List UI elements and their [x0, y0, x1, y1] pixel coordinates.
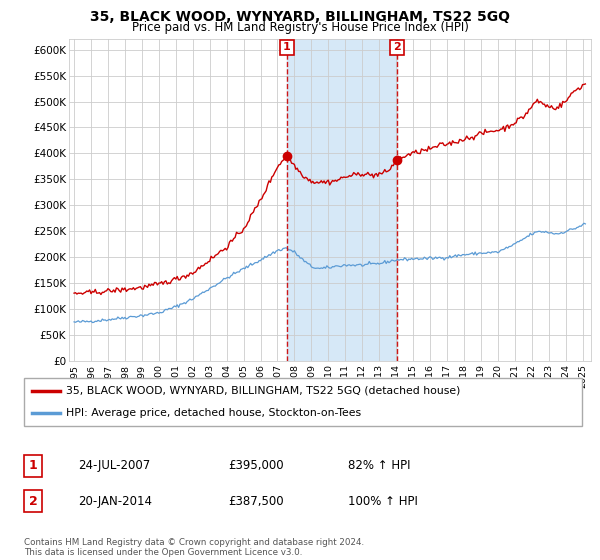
Text: £395,000: £395,000 — [228, 459, 284, 473]
Text: 20-JAN-2014: 20-JAN-2014 — [78, 494, 152, 508]
Text: £387,500: £387,500 — [228, 494, 284, 508]
Text: 1: 1 — [29, 459, 37, 473]
Text: 24-JUL-2007: 24-JUL-2007 — [78, 459, 150, 473]
Text: 2: 2 — [393, 43, 401, 53]
Bar — [287, 39, 397, 361]
Text: Contains HM Land Registry data © Crown copyright and database right 2024.
This d: Contains HM Land Registry data © Crown c… — [24, 538, 364, 557]
Text: 2: 2 — [29, 494, 37, 508]
Text: HPI: Average price, detached house, Stockton-on-Tees: HPI: Average price, detached house, Stoc… — [66, 408, 361, 418]
Text: 1: 1 — [283, 43, 291, 53]
Text: 35, BLACK WOOD, WYNYARD, BILLINGHAM, TS22 5GQ: 35, BLACK WOOD, WYNYARD, BILLINGHAM, TS2… — [90, 10, 510, 24]
Text: 100% ↑ HPI: 100% ↑ HPI — [348, 494, 418, 508]
Text: Price paid vs. HM Land Registry's House Price Index (HPI): Price paid vs. HM Land Registry's House … — [131, 21, 469, 34]
Text: 35, BLACK WOOD, WYNYARD, BILLINGHAM, TS22 5GQ (detached house): 35, BLACK WOOD, WYNYARD, BILLINGHAM, TS2… — [66, 386, 460, 396]
Text: 82% ↑ HPI: 82% ↑ HPI — [348, 459, 410, 473]
